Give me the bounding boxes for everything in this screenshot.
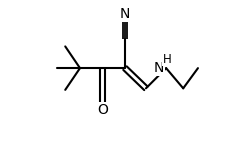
Text: O: O — [97, 103, 108, 117]
Text: N: N — [120, 7, 130, 21]
Text: H: H — [162, 53, 171, 66]
Text: N: N — [154, 61, 164, 75]
